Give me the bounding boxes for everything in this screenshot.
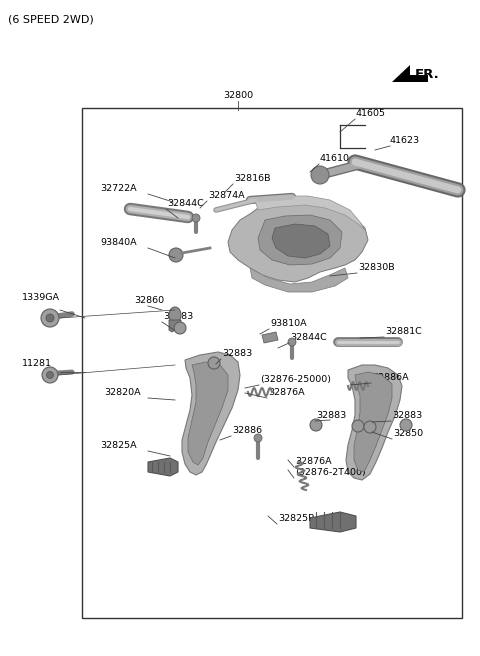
Circle shape bbox=[254, 434, 262, 442]
Text: 32876A: 32876A bbox=[268, 388, 305, 397]
Text: (32876-25000): (32876-25000) bbox=[260, 375, 331, 384]
Text: 93810A: 93810A bbox=[270, 319, 307, 328]
Circle shape bbox=[174, 322, 186, 334]
Polygon shape bbox=[354, 372, 392, 472]
Polygon shape bbox=[255, 196, 365, 230]
Circle shape bbox=[310, 419, 322, 431]
Text: 41605: 41605 bbox=[356, 109, 386, 118]
Polygon shape bbox=[188, 362, 228, 465]
Polygon shape bbox=[310, 512, 356, 532]
Text: 41623: 41623 bbox=[390, 136, 420, 145]
Text: 32800: 32800 bbox=[223, 91, 253, 100]
Polygon shape bbox=[169, 320, 181, 332]
Circle shape bbox=[311, 166, 329, 184]
Circle shape bbox=[47, 371, 53, 379]
Polygon shape bbox=[346, 365, 402, 480]
Text: 32876A: 32876A bbox=[295, 457, 332, 466]
Text: 32844C: 32844C bbox=[167, 199, 204, 208]
Text: 32881C: 32881C bbox=[385, 327, 422, 336]
Circle shape bbox=[364, 421, 376, 433]
Polygon shape bbox=[228, 202, 368, 282]
Text: FR.: FR. bbox=[415, 68, 440, 81]
Text: 41610: 41610 bbox=[320, 154, 350, 163]
Circle shape bbox=[192, 214, 200, 222]
Text: 32850: 32850 bbox=[393, 429, 423, 438]
Polygon shape bbox=[392, 65, 428, 82]
Polygon shape bbox=[182, 352, 240, 475]
Text: 32883: 32883 bbox=[222, 349, 252, 358]
Polygon shape bbox=[262, 332, 278, 343]
Text: 32886: 32886 bbox=[232, 426, 262, 435]
Circle shape bbox=[46, 314, 54, 322]
Text: 11281: 11281 bbox=[22, 359, 52, 368]
Text: (6 SPEED 2WD): (6 SPEED 2WD) bbox=[8, 14, 94, 24]
Text: (32876-2T400): (32876-2T400) bbox=[295, 468, 366, 477]
Text: 32820A: 32820A bbox=[104, 388, 141, 397]
Circle shape bbox=[352, 420, 364, 432]
Text: 32830B: 32830B bbox=[358, 263, 395, 272]
Polygon shape bbox=[250, 268, 348, 292]
Circle shape bbox=[41, 309, 59, 327]
Text: 32874A: 32874A bbox=[208, 191, 245, 200]
Text: 32883: 32883 bbox=[316, 411, 346, 420]
Circle shape bbox=[208, 357, 220, 369]
Text: 32844C: 32844C bbox=[290, 333, 327, 342]
Polygon shape bbox=[148, 458, 178, 476]
Circle shape bbox=[400, 419, 412, 431]
Text: 32816B: 32816B bbox=[234, 174, 271, 183]
Circle shape bbox=[42, 367, 58, 383]
Text: 32886A: 32886A bbox=[372, 373, 408, 382]
Text: 32860: 32860 bbox=[134, 296, 164, 305]
Bar bbox=[82, 108, 462, 618]
Text: 32722A: 32722A bbox=[100, 184, 137, 193]
Circle shape bbox=[288, 338, 296, 346]
Text: 93840A: 93840A bbox=[100, 238, 137, 247]
Text: 1339GA: 1339GA bbox=[22, 293, 60, 302]
Text: 32883: 32883 bbox=[392, 411, 422, 420]
Text: 32825A: 32825A bbox=[100, 441, 137, 450]
Text: 32825B: 32825B bbox=[278, 514, 314, 523]
Ellipse shape bbox=[169, 307, 181, 323]
Circle shape bbox=[169, 248, 183, 262]
Polygon shape bbox=[272, 224, 330, 258]
Text: 32883: 32883 bbox=[163, 312, 193, 321]
Polygon shape bbox=[258, 215, 342, 265]
